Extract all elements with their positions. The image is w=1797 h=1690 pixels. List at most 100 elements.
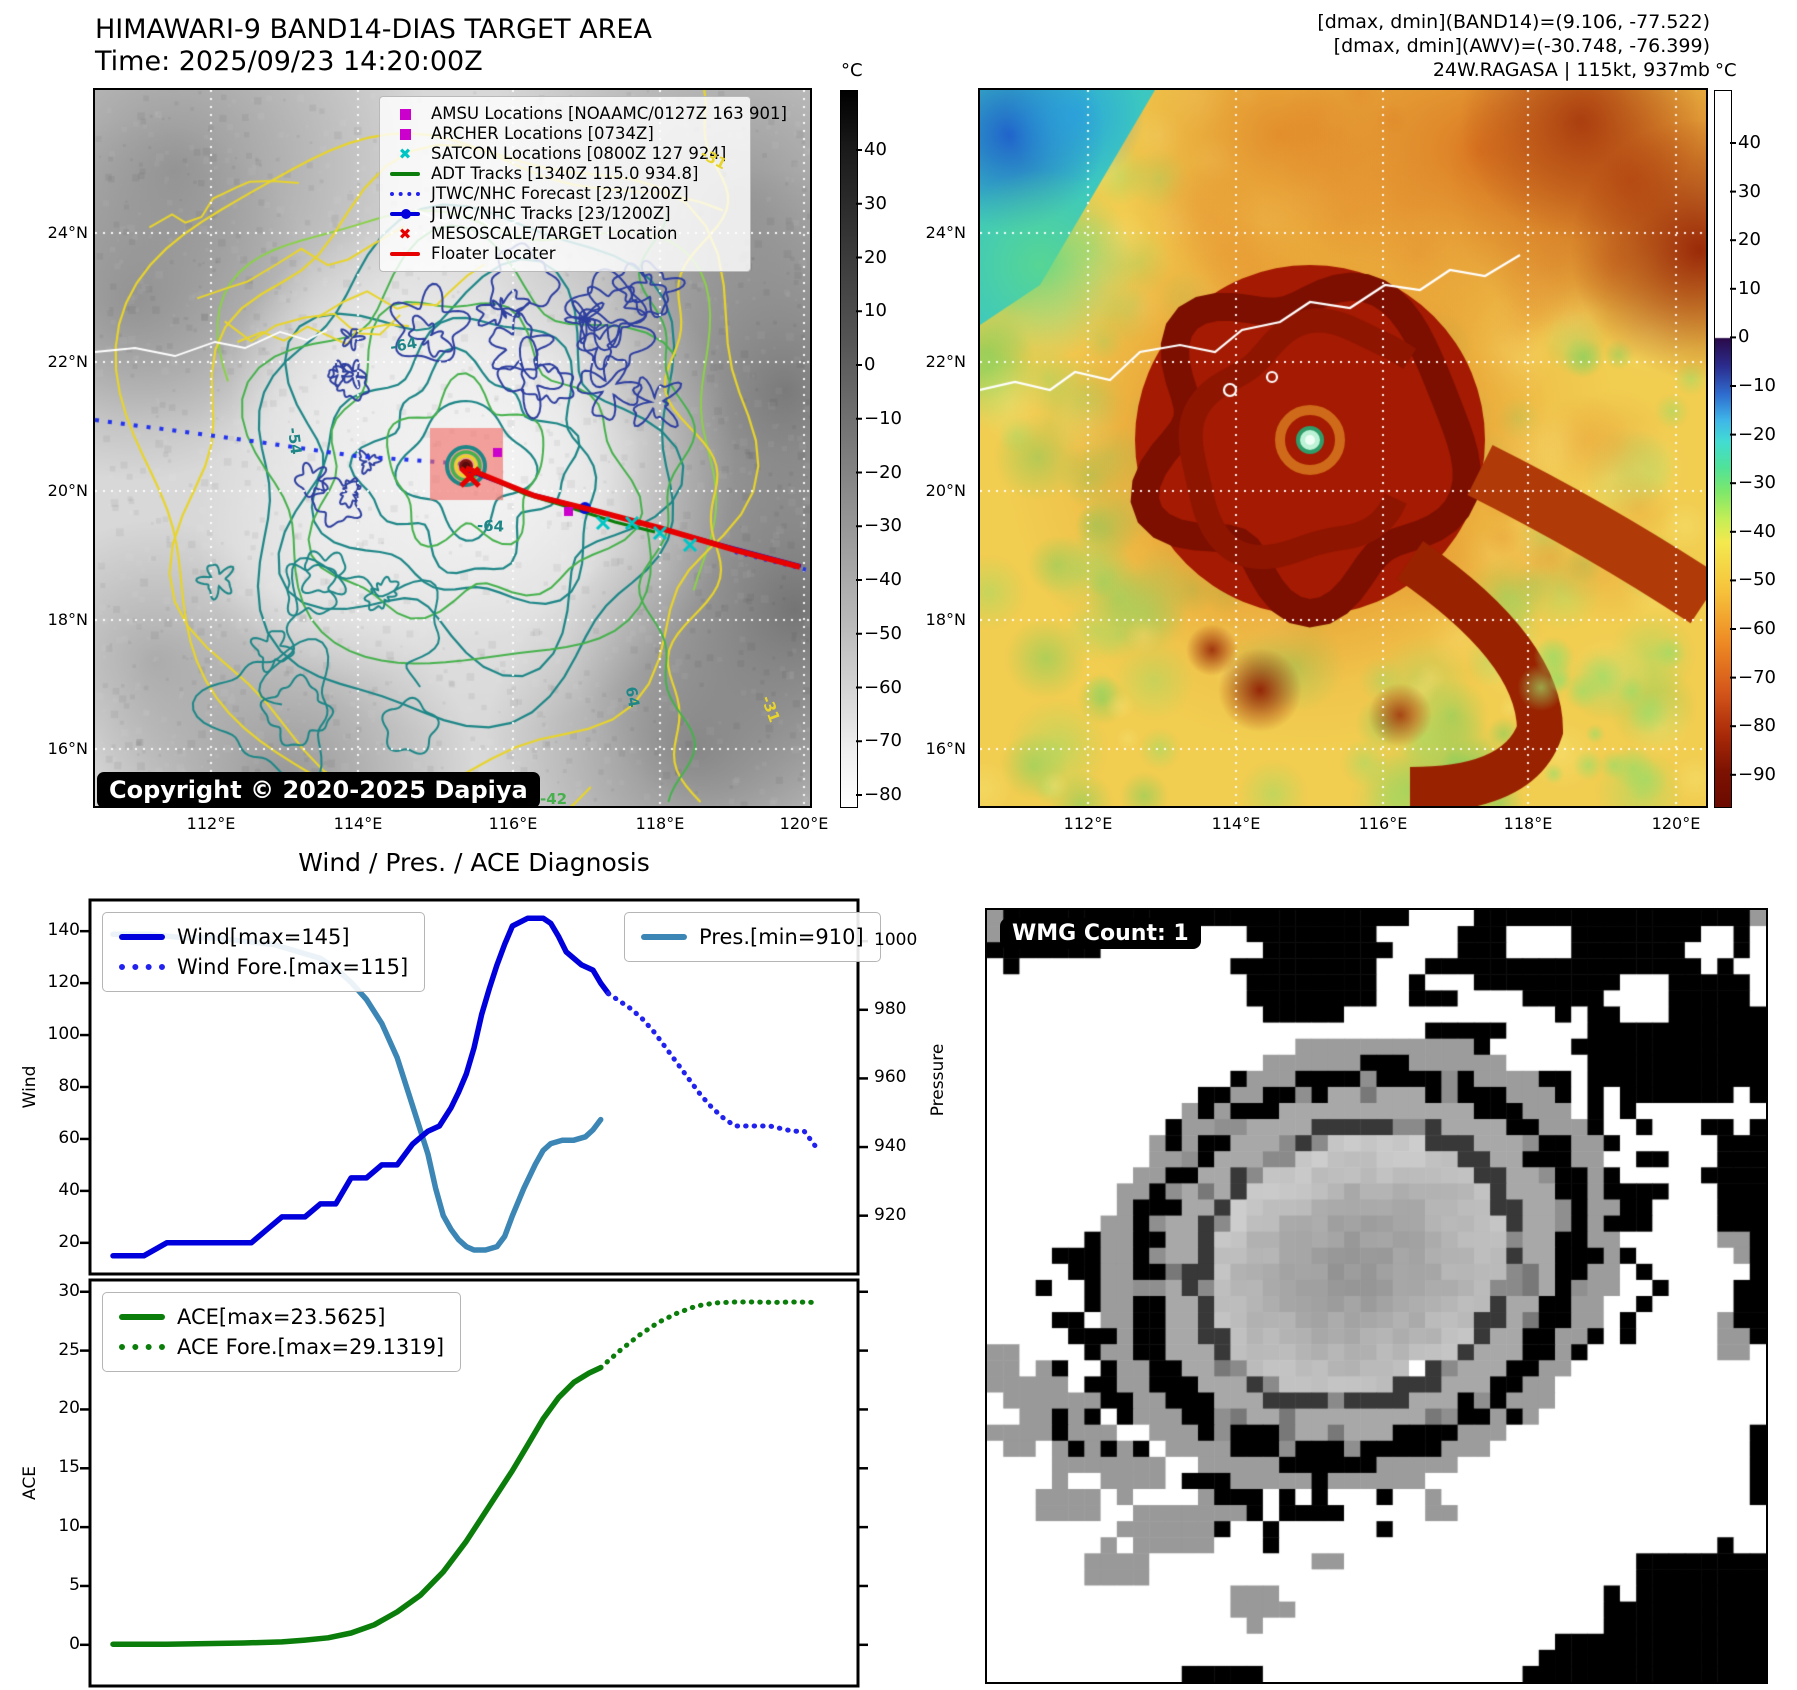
square-marker-icon <box>388 108 422 120</box>
series-ACE Fore.[max=29.1319] <box>598 1299 819 1371</box>
contour-label: -54 <box>283 426 306 456</box>
awv-colorbar <box>1714 90 1732 808</box>
lon-label: 120°E <box>779 814 829 833</box>
contour-label: -64 <box>476 516 505 536</box>
square-marker-icon <box>388 128 422 140</box>
lon-label: 118°E <box>635 814 685 833</box>
colorbar-tick-label: 30 <box>1738 180 1761 202</box>
legend-item: AMSU Locations [NOAAMC/0127Z 163 901] <box>388 104 787 124</box>
contour-label: 64 <box>621 685 644 709</box>
series-Wind Fore.[max=115] <box>605 991 819 1150</box>
line-marker-icon <box>388 252 422 256</box>
wind-tick-label: 100 <box>47 1024 80 1045</box>
colorbar-tick-label: −20 <box>864 461 902 483</box>
dmax-dmin-awv: [dmax, dmin](AWV)=(-30.748, -76.399) <box>1333 35 1710 57</box>
wind-tick-label: 80 <box>58 1076 80 1096</box>
ace-tick-label: 10 <box>58 1516 80 1537</box>
band14-colorbar-unit: °C <box>841 60 863 81</box>
awv-satellite-map <box>977 87 1708 808</box>
lat-label: 18°N <box>47 610 88 629</box>
ace-tick-label: 5 <box>69 1574 80 1595</box>
colorbar-tick-label: −60 <box>1738 618 1776 639</box>
ace-tick-label: 15 <box>58 1457 80 1478</box>
colorbar-tick-label: 10 <box>1738 277 1761 299</box>
legend-item-label: ARCHER Locations [0734Z] <box>431 124 654 143</box>
wind-axis-label: Wind <box>20 1065 40 1109</box>
series-ACE[max=23.5625] <box>110 1364 604 1647</box>
ace-tick-label: 25 <box>58 1339 80 1360</box>
lon-label: 114°E <box>1211 814 1261 833</box>
chart-legend-item: Wind[max=145] <box>119 922 408 952</box>
band14-colorbar <box>840 90 858 808</box>
colorbar-tick-label: −80 <box>1738 715 1776 737</box>
legend-item-label: SATCON Locations [0800Z 127 924] <box>431 144 727 163</box>
wind-chart-legend: Wind[max=145] Wind Fore.[max=115] <box>102 912 426 992</box>
colorbar-tick-label: 0 <box>1738 326 1750 348</box>
legend-item: ✖ MESOSCALE/TARGET Location <box>388 224 740 244</box>
ace-tick-label: 0 <box>69 1633 80 1654</box>
legend-item-label: AMSU Locations [NOAAMC/0127Z 163 901] <box>431 104 787 123</box>
lat-label: 20°N <box>925 481 966 500</box>
x-marker-icon: ✖ <box>398 225 412 243</box>
lat-label: 20°N <box>47 481 88 500</box>
colorbar-tick-label: −50 <box>864 622 902 644</box>
legend-item-label: JTWC/NHC Tracks [23/1200Z] <box>431 204 671 223</box>
colorbar-tick-label: −80 <box>864 784 902 805</box>
wind-tick-label: 140 <box>47 920 80 941</box>
lat-label: 24°N <box>925 223 966 242</box>
lat-label: 18°N <box>925 610 966 629</box>
lon-label: 114°E <box>333 814 383 833</box>
awv-colorbar-unit: °C <box>1715 60 1737 81</box>
linedot-marker-icon <box>388 209 422 219</box>
chart-legend-label: ACE Fore.[max=29.1319] <box>177 1335 445 1359</box>
pressure-tick-label: 960 <box>874 1067 907 1088</box>
legend-item-label: Floater Locater <box>431 244 556 263</box>
colorbar-tick-label: −70 <box>1738 666 1776 688</box>
lat-label: 16°N <box>925 739 966 758</box>
ace-axis-label: ACE <box>20 1466 40 1500</box>
legend-item-label: MESOSCALE/TARGET Location <box>431 224 678 243</box>
ace-tick-label: 30 <box>58 1280 80 1301</box>
pressure-tick-label: 1000 <box>874 930 918 951</box>
colorbar-tick-label: −50 <box>1738 569 1776 591</box>
chart-legend-label: Pres.[min=910] <box>699 925 864 949</box>
band14-map-legend: AMSU Locations [NOAAMC/0127Z 163 901] ARC… <box>379 96 787 272</box>
pressure-tick-label: 940 <box>874 1136 907 1157</box>
pressure-tick-label: 980 <box>874 998 907 1019</box>
colorbar-tick-label: 20 <box>1738 229 1761 251</box>
ace-chart-legend: ACE[max=23.5625] ACE Fore.[max=29.1319] <box>102 1292 462 1372</box>
colorbar-tick-label: −40 <box>1738 520 1776 542</box>
solid-line-icon <box>641 934 687 940</box>
chart-legend-item: Pres.[min=910] <box>641 922 864 952</box>
lon-label: 116°E <box>488 814 538 833</box>
lat-label: 22°N <box>925 352 966 371</box>
colorbar-tick-label: 40 <box>1738 132 1761 153</box>
pressure-axis-label: Pressure <box>928 1043 948 1117</box>
colorbar-tick-label: −40 <box>864 569 902 590</box>
chart-legend-label: Wind[max=145] <box>177 925 350 949</box>
ace-tick-label: 20 <box>58 1398 80 1419</box>
copyright-badge: Copyright © 2020-2025 Dapiya <box>97 772 540 808</box>
dotted-line-icon <box>119 1344 165 1350</box>
chart-legend-item: ACE[max=23.5625] <box>119 1302 444 1332</box>
dmax-dmin-band14: [dmax, dmin](BAND14)=(9.106, -77.522) <box>1317 11 1710 33</box>
dotted-line-icon <box>119 964 165 970</box>
timestamp: Time: 2025/09/23 14:20:00Z <box>95 46 483 77</box>
colorbar-tick-label: −10 <box>1738 375 1776 396</box>
page-title: HIMAWARI-9 BAND14-DIAS TARGET AREA <box>95 14 652 45</box>
wind-tick-label: 60 <box>58 1127 80 1148</box>
x-marker-icon: ✖ <box>398 145 412 163</box>
lon-label: 118°E <box>1503 814 1553 833</box>
lon-label: 120°E <box>1651 814 1701 833</box>
legend-item: ARCHER Locations [0734Z] <box>388 124 740 144</box>
storm-id-intensity: 24W.RAGASA | 115kt, 937mb <box>1432 59 1710 81</box>
colorbar-tick-label: 10 <box>864 300 887 322</box>
legend-item: JTWC/NHC Forecast [23/1200Z] <box>388 184 740 204</box>
lon-label: 112°E <box>1063 814 1113 833</box>
colorbar-tick-label: −10 <box>864 407 902 429</box>
colorbar-tick-label: 0 <box>864 354 876 375</box>
legend-item: ADT Tracks [1340Z 115.0 934.8] <box>388 164 740 184</box>
lat-label: 16°N <box>47 739 88 758</box>
colorbar-tick-label: −30 <box>1738 472 1776 494</box>
colorbar-tick-label: 40 <box>864 139 887 160</box>
